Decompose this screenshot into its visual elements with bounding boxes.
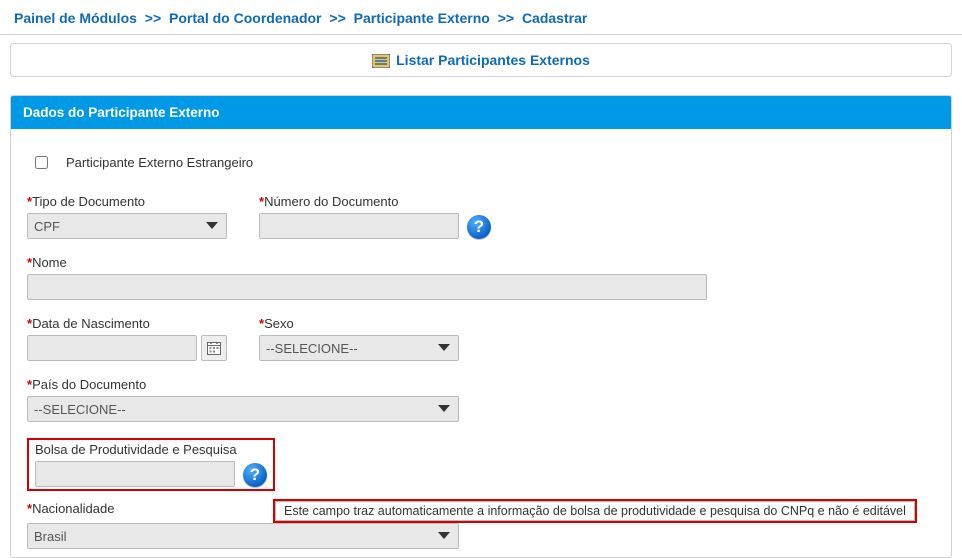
name-label: *Nome (27, 255, 935, 270)
scholarship-label: Bolsa de Produtividade e Pesquisa (35, 442, 267, 457)
sex-select[interactable]: --SELECIONE-- (259, 335, 459, 361)
breadcrumb-item-1[interactable]: Portal do Coordenador (169, 10, 321, 26)
breadcrumb-sep: >> (141, 10, 165, 26)
foreign-checkbox[interactable] (35, 156, 48, 169)
doc-country-select[interactable]: --SELECIONE-- (27, 396, 459, 422)
toolbar: Listar Participantes Externos (10, 43, 952, 77)
breadcrumb-sep: >> (325, 10, 349, 26)
birth-input[interactable] (27, 335, 197, 361)
breadcrumb-sep: >> (494, 10, 518, 26)
list-icon (372, 54, 390, 68)
doc-number-label: *Número do Documento (259, 194, 491, 209)
doc-country-label: *País do Documento (27, 377, 935, 392)
breadcrumb: Painel de Módulos >> Portal do Coordenad… (0, 0, 962, 34)
doc-type-select[interactable]: CPF (27, 213, 227, 239)
doc-type-label: *Tipo de Documento (27, 194, 259, 209)
list-external-participants-link[interactable]: Listar Participantes Externos (372, 52, 590, 68)
scholarship-tooltip: Este campo traz automaticamente a inform… (275, 501, 915, 521)
page-body: Listar Participantes Externos Dados do P… (0, 34, 962, 558)
breadcrumb-item-0[interactable]: Painel de Módulos (14, 10, 137, 26)
sex-label: *Sexo (259, 316, 491, 331)
breadcrumb-item-3[interactable]: Cadastrar (522, 10, 587, 26)
panel-header: Dados do Participante Externo (11, 96, 951, 129)
birth-label: *Data de Nascimento (27, 316, 259, 331)
help-icon[interactable]: ? (243, 463, 267, 487)
list-link-label: Listar Participantes Externos (396, 52, 590, 68)
nationality-select[interactable]: Brasil (27, 523, 459, 549)
calendar-icon (207, 341, 221, 355)
panel-body: Participante Externo Estrangeiro *Tipo d… (11, 129, 951, 557)
nationality-label: *Nacionalidade (27, 501, 273, 516)
scholarship-input (35, 461, 235, 487)
tooltip-highlight: Este campo traz automaticamente a inform… (273, 499, 917, 523)
help-icon[interactable]: ? (467, 215, 491, 239)
foreign-label: Participante Externo Estrangeiro (66, 155, 253, 170)
calendar-button[interactable] (201, 335, 227, 361)
form-panel: Dados do Participante Externo Participan… (10, 95, 952, 558)
foreign-row: Participante Externo Estrangeiro (27, 153, 935, 172)
name-input[interactable] (27, 274, 707, 300)
breadcrumb-item-2[interactable]: Participante Externo (354, 10, 490, 26)
scholarship-highlight: Bolsa de Produtividade e Pesquisa ? (27, 438, 275, 491)
doc-number-input[interactable] (259, 213, 459, 239)
